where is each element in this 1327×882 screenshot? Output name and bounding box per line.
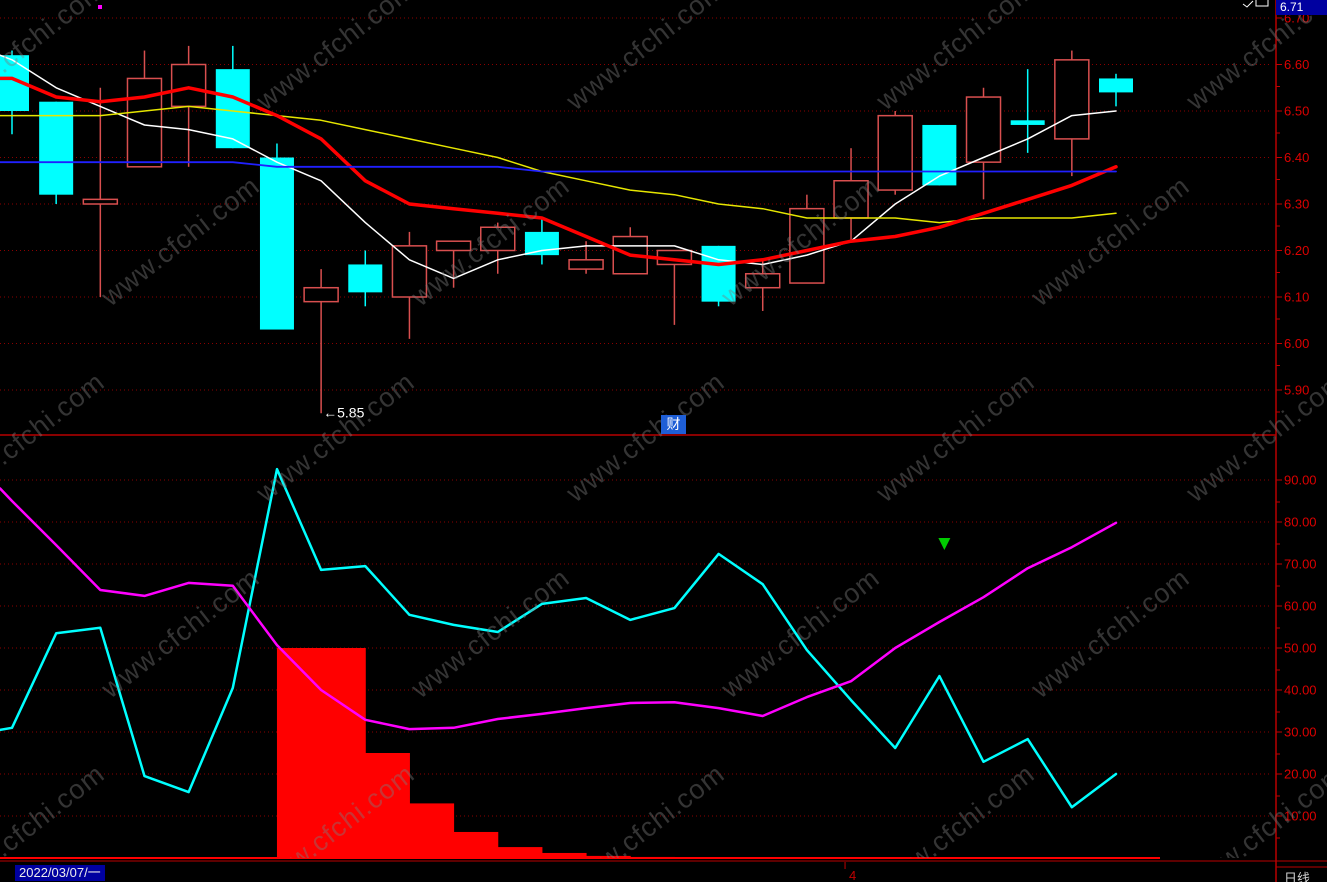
y-axis-label: 30.00 [1284, 725, 1317, 740]
candlestick[interactable] [348, 250, 383, 307]
indicator-bar [453, 831, 499, 858]
y-axis-label: 40.00 [1284, 683, 1317, 698]
candle-body [82, 198, 119, 205]
indicator-bars [276, 648, 720, 858]
indicator-bar [276, 648, 322, 858]
y-axis-label: 5.90 [1284, 383, 1309, 398]
cursor-artifact-icon [1242, 0, 1254, 8]
candlestick[interactable] [833, 148, 869, 242]
candle-body [1010, 120, 1045, 125]
candlestick[interactable] [744, 259, 781, 311]
candlestick[interactable] [701, 245, 736, 307]
candlestick[interactable] [480, 222, 516, 274]
candlestick[interactable] [126, 50, 163, 168]
y-axis-label: 6.20 [1284, 243, 1309, 258]
magenta-dot-marker [98, 5, 102, 9]
candle-body [480, 226, 516, 252]
candlestick[interactable] [303, 269, 339, 414]
y-axis-label: 80.00 [1284, 515, 1317, 530]
y-axis-label: 10.00 [1284, 809, 1317, 824]
candle-body [877, 114, 913, 191]
cursor-artifact-box [1255, 0, 1269, 7]
candlestick[interactable] [391, 231, 428, 339]
candlestick[interactable] [82, 87, 119, 297]
y-axis-label: 6.30 [1284, 197, 1309, 212]
candle-body [259, 157, 294, 330]
candlestick[interactable] [789, 194, 825, 284]
y-axis-label: 60.00 [1284, 599, 1317, 614]
ma-fast-white [0, 54, 1117, 280]
candles[interactable] [0, 45, 1133, 414]
low-price-annotation: ←5.85 [323, 404, 364, 420]
candlestick[interactable] [259, 143, 294, 330]
y-axis-label: 90.00 [1284, 473, 1317, 488]
y-axis-label: 6.60 [1284, 57, 1309, 72]
candle-body [1054, 59, 1090, 140]
status-bar: 2022/03/07/一 日线 [0, 862, 1327, 882]
candlestick[interactable] [524, 217, 559, 265]
candle-body [435, 240, 472, 252]
indicator-magenta [0, 487, 1118, 731]
ma-slow-red [0, 76, 1118, 267]
candle-body [833, 180, 869, 219]
y-axis-label: 6.40 [1284, 150, 1309, 165]
candle-body [215, 69, 250, 149]
candle-body [789, 207, 825, 284]
period-label[interactable]: 日线 [1284, 871, 1311, 882]
candlestick[interactable] [965, 87, 1002, 200]
indicator-bar [409, 803, 455, 858]
indicator-bar [541, 852, 587, 858]
candlestick[interactable] [1010, 69, 1045, 153]
indicator-cyan [0, 467, 1118, 809]
indicator-bar [497, 847, 543, 858]
candle-body [965, 96, 1002, 163]
y-axis-label: 50.00 [1284, 641, 1317, 656]
fortune-badge: 财 [661, 415, 686, 434]
indicator-bar [586, 855, 631, 858]
candle-body [126, 77, 163, 168]
candlestick[interactable] [1099, 73, 1133, 107]
indicator-bar [321, 648, 366, 858]
candle-body [391, 245, 428, 298]
candle-body [524, 231, 559, 256]
candle-body [303, 286, 339, 303]
candle-body [744, 273, 781, 289]
y-axis-label: 20.00 [1284, 767, 1317, 782]
candle-body [568, 259, 604, 270]
y-axis-label: 6.00 [1284, 336, 1309, 351]
candlestick[interactable] [0, 50, 29, 135]
candle-body [701, 245, 736, 302]
indicator-bar [365, 753, 410, 858]
candlestick[interactable] [1054, 50, 1090, 177]
candlestick[interactable] [877, 111, 913, 195]
date-badge: 2022/03/07/一 [15, 865, 105, 881]
candle-body [170, 63, 207, 108]
candle-body [348, 264, 383, 293]
indicator-bar [630, 856, 675, 858]
ma-long-blue [0, 161, 1117, 173]
candle-body [39, 101, 74, 195]
candlestick[interactable] [435, 240, 472, 288]
candlestick[interactable] [39, 101, 74, 204]
max-price-badge: 6.71 [1276, 0, 1327, 15]
y-axis-label: 70.00 [1284, 557, 1317, 572]
candle-body [1099, 78, 1133, 93]
sell-signal-triangle-icon [938, 538, 951, 550]
month-label: 4 [849, 868, 856, 882]
y-axis-label: 6.10 [1284, 290, 1309, 305]
y-axis-label: 6.50 [1284, 104, 1309, 119]
